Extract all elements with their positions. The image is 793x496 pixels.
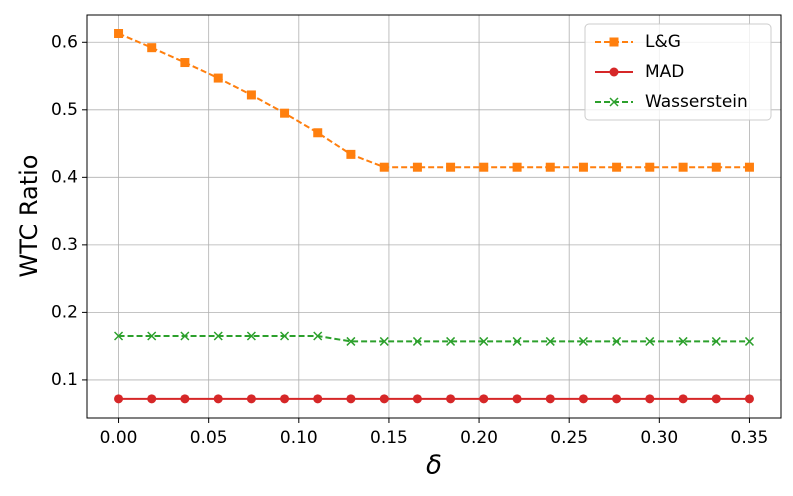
x-tick-label: 0.10 <box>280 428 318 448</box>
data-point <box>280 394 290 404</box>
data-point <box>246 90 256 100</box>
series-line <box>118 335 750 343</box>
data-point <box>678 336 688 346</box>
legend-label: Wasserstein <box>645 92 748 112</box>
y-tick-label: 0.4 <box>51 167 78 187</box>
data-point <box>711 394 721 404</box>
data-point <box>346 394 356 404</box>
data-point <box>578 394 588 404</box>
x-tick-label: 0.20 <box>460 428 498 448</box>
data-point <box>313 394 323 404</box>
data-point <box>280 108 290 118</box>
data-point <box>379 336 389 346</box>
data-point <box>313 128 323 138</box>
data-point <box>512 394 522 404</box>
data-point <box>280 331 290 341</box>
data-point <box>711 162 721 172</box>
data-point <box>711 336 721 346</box>
y-axis-label: WTC Ratio <box>15 155 43 278</box>
x-tick-label: 0.15 <box>370 428 408 448</box>
data-point <box>213 331 223 341</box>
data-point <box>678 394 688 404</box>
data-point <box>346 336 356 346</box>
data-point <box>545 394 555 404</box>
data-point <box>180 394 190 404</box>
data-point <box>479 162 489 172</box>
data-point <box>412 162 422 172</box>
data-point <box>545 336 555 346</box>
data-point <box>246 331 256 341</box>
data-point <box>213 73 223 83</box>
y-tick-label: 0.2 <box>51 302 78 322</box>
data-point <box>578 162 588 172</box>
data-point <box>645 162 655 172</box>
data-point <box>114 394 124 404</box>
data-point <box>612 162 622 172</box>
data-point <box>446 394 456 404</box>
data-point <box>479 394 489 404</box>
data-point <box>147 43 157 53</box>
legend-marker <box>609 67 619 77</box>
data-point <box>246 394 256 404</box>
data-point <box>744 162 754 172</box>
y-tick-label: 0.1 <box>51 370 78 390</box>
x-tick-label: 0.25 <box>550 428 588 448</box>
y-tick-label: 0.5 <box>51 100 78 120</box>
data-point <box>446 336 456 346</box>
data-point <box>678 162 688 172</box>
data-point <box>744 336 754 346</box>
legend-marker <box>609 97 619 107</box>
data-point <box>346 149 356 159</box>
data-point <box>180 58 190 68</box>
x-tick-label: 0.00 <box>100 428 138 448</box>
legend-box <box>584 23 772 121</box>
data-point <box>744 394 754 404</box>
data-point <box>479 336 489 346</box>
x-tick-label: 0.05 <box>190 428 228 448</box>
data-point <box>412 336 422 346</box>
plot-frame <box>86 14 782 419</box>
x-tick-label: 0.35 <box>731 428 769 448</box>
data-point <box>645 336 655 346</box>
data-point <box>612 336 622 346</box>
series-line <box>118 32 750 169</box>
legend-marker <box>609 37 619 47</box>
data-point <box>313 331 323 341</box>
data-point <box>147 394 157 404</box>
data-point <box>578 336 588 346</box>
data-point <box>612 394 622 404</box>
y-tick-label: 0.3 <box>51 235 78 255</box>
data-point <box>379 394 389 404</box>
data-point <box>545 162 555 172</box>
data-point <box>412 394 422 404</box>
data-point <box>114 331 124 341</box>
data-point <box>180 331 190 341</box>
data-point <box>446 162 456 172</box>
data-point <box>512 162 522 172</box>
data-point <box>379 162 389 172</box>
y-tick-label: 0.6 <box>51 32 78 52</box>
legend-label: MAD <box>645 62 684 82</box>
data-point <box>512 336 522 346</box>
x-tick-label: 0.30 <box>640 428 678 448</box>
data-point <box>213 394 223 404</box>
legend-label: L&G <box>645 32 681 52</box>
data-point <box>147 331 157 341</box>
data-point <box>645 394 655 404</box>
x-axis-label: δ <box>426 451 442 481</box>
data-point <box>114 29 124 39</box>
